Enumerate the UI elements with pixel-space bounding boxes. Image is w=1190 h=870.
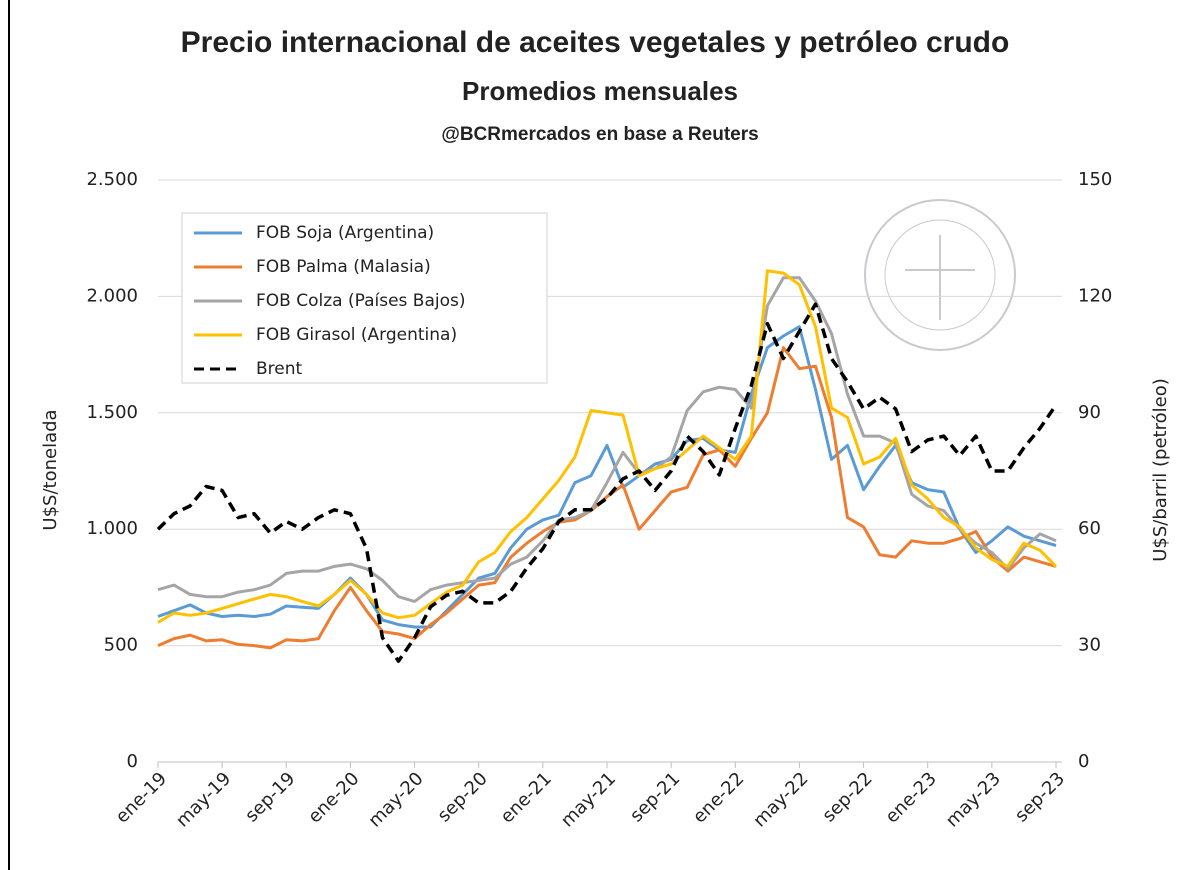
- legend-box: [181, 212, 548, 384]
- series-line: [157, 276, 1057, 603]
- x-tick-label: ene-21: [497, 768, 556, 827]
- watermark: [864, 199, 1016, 351]
- x-tick-label: sep-19: [241, 768, 299, 826]
- x-tick-label: may-22: [749, 768, 812, 831]
- chart-subtitle: Promedios mensuales: [462, 76, 738, 106]
- x-tick-label: sep-22: [818, 768, 876, 826]
- y2-tick-label: 60: [1078, 518, 1101, 539]
- y-tick-label: 1.000: [86, 518, 138, 539]
- y-tick-label: 1.500: [86, 402, 138, 423]
- x-tick-label: sep-20: [434, 768, 492, 826]
- y-tick-label: 2.000: [86, 285, 138, 306]
- x-tick-label: ene-20: [304, 768, 363, 827]
- y2-tick-label: 120: [1078, 285, 1112, 306]
- x-tick-label: may-19: [172, 768, 235, 831]
- x-tick-label: may-23: [942, 768, 1005, 831]
- y2-tick-label: 90: [1078, 402, 1101, 423]
- x-tick-label: may-20: [364, 768, 427, 831]
- y-tick-label: 0: [127, 751, 138, 772]
- x-tick-label: may-21: [557, 768, 620, 831]
- series-line: [157, 269, 1058, 624]
- y2-axis-label: U$S/barril (petróleo): [1150, 378, 1171, 562]
- y-tick-label: 500: [104, 635, 138, 656]
- y2-tick-label: 30: [1078, 635, 1101, 656]
- x-tick-label: sep-23: [1011, 768, 1069, 826]
- legend-label: FOB Palma (Malasia): [256, 257, 431, 277]
- series-line: [156, 302, 1058, 663]
- y-axis-label: U$S/tonelada: [40, 409, 61, 530]
- legend-label: FOB Soja (Argentina): [256, 223, 434, 243]
- legend-label: FOB Colza (Países Bajos): [256, 291, 466, 311]
- legend-label: FOB Girasol (Argentina): [256, 325, 457, 345]
- chart-title: Precio internacional de aceites vegetale…: [181, 26, 1010, 59]
- x-tick-label: ene-22: [689, 768, 748, 827]
- y2-tick-label: 150: [1078, 169, 1112, 190]
- x-tick-label: ene-23: [881, 768, 940, 827]
- x-tick-label: sep-21: [626, 768, 684, 826]
- y2-tick-label: 0: [1078, 751, 1089, 772]
- chart-source: @BCRmercados en base a Reuters: [441, 124, 758, 145]
- x-tick-label: ene-19: [112, 768, 171, 827]
- series-line: [157, 346, 1057, 650]
- legend-label: Brent: [256, 359, 303, 379]
- y-tick-label: 2.500: [86, 169, 138, 190]
